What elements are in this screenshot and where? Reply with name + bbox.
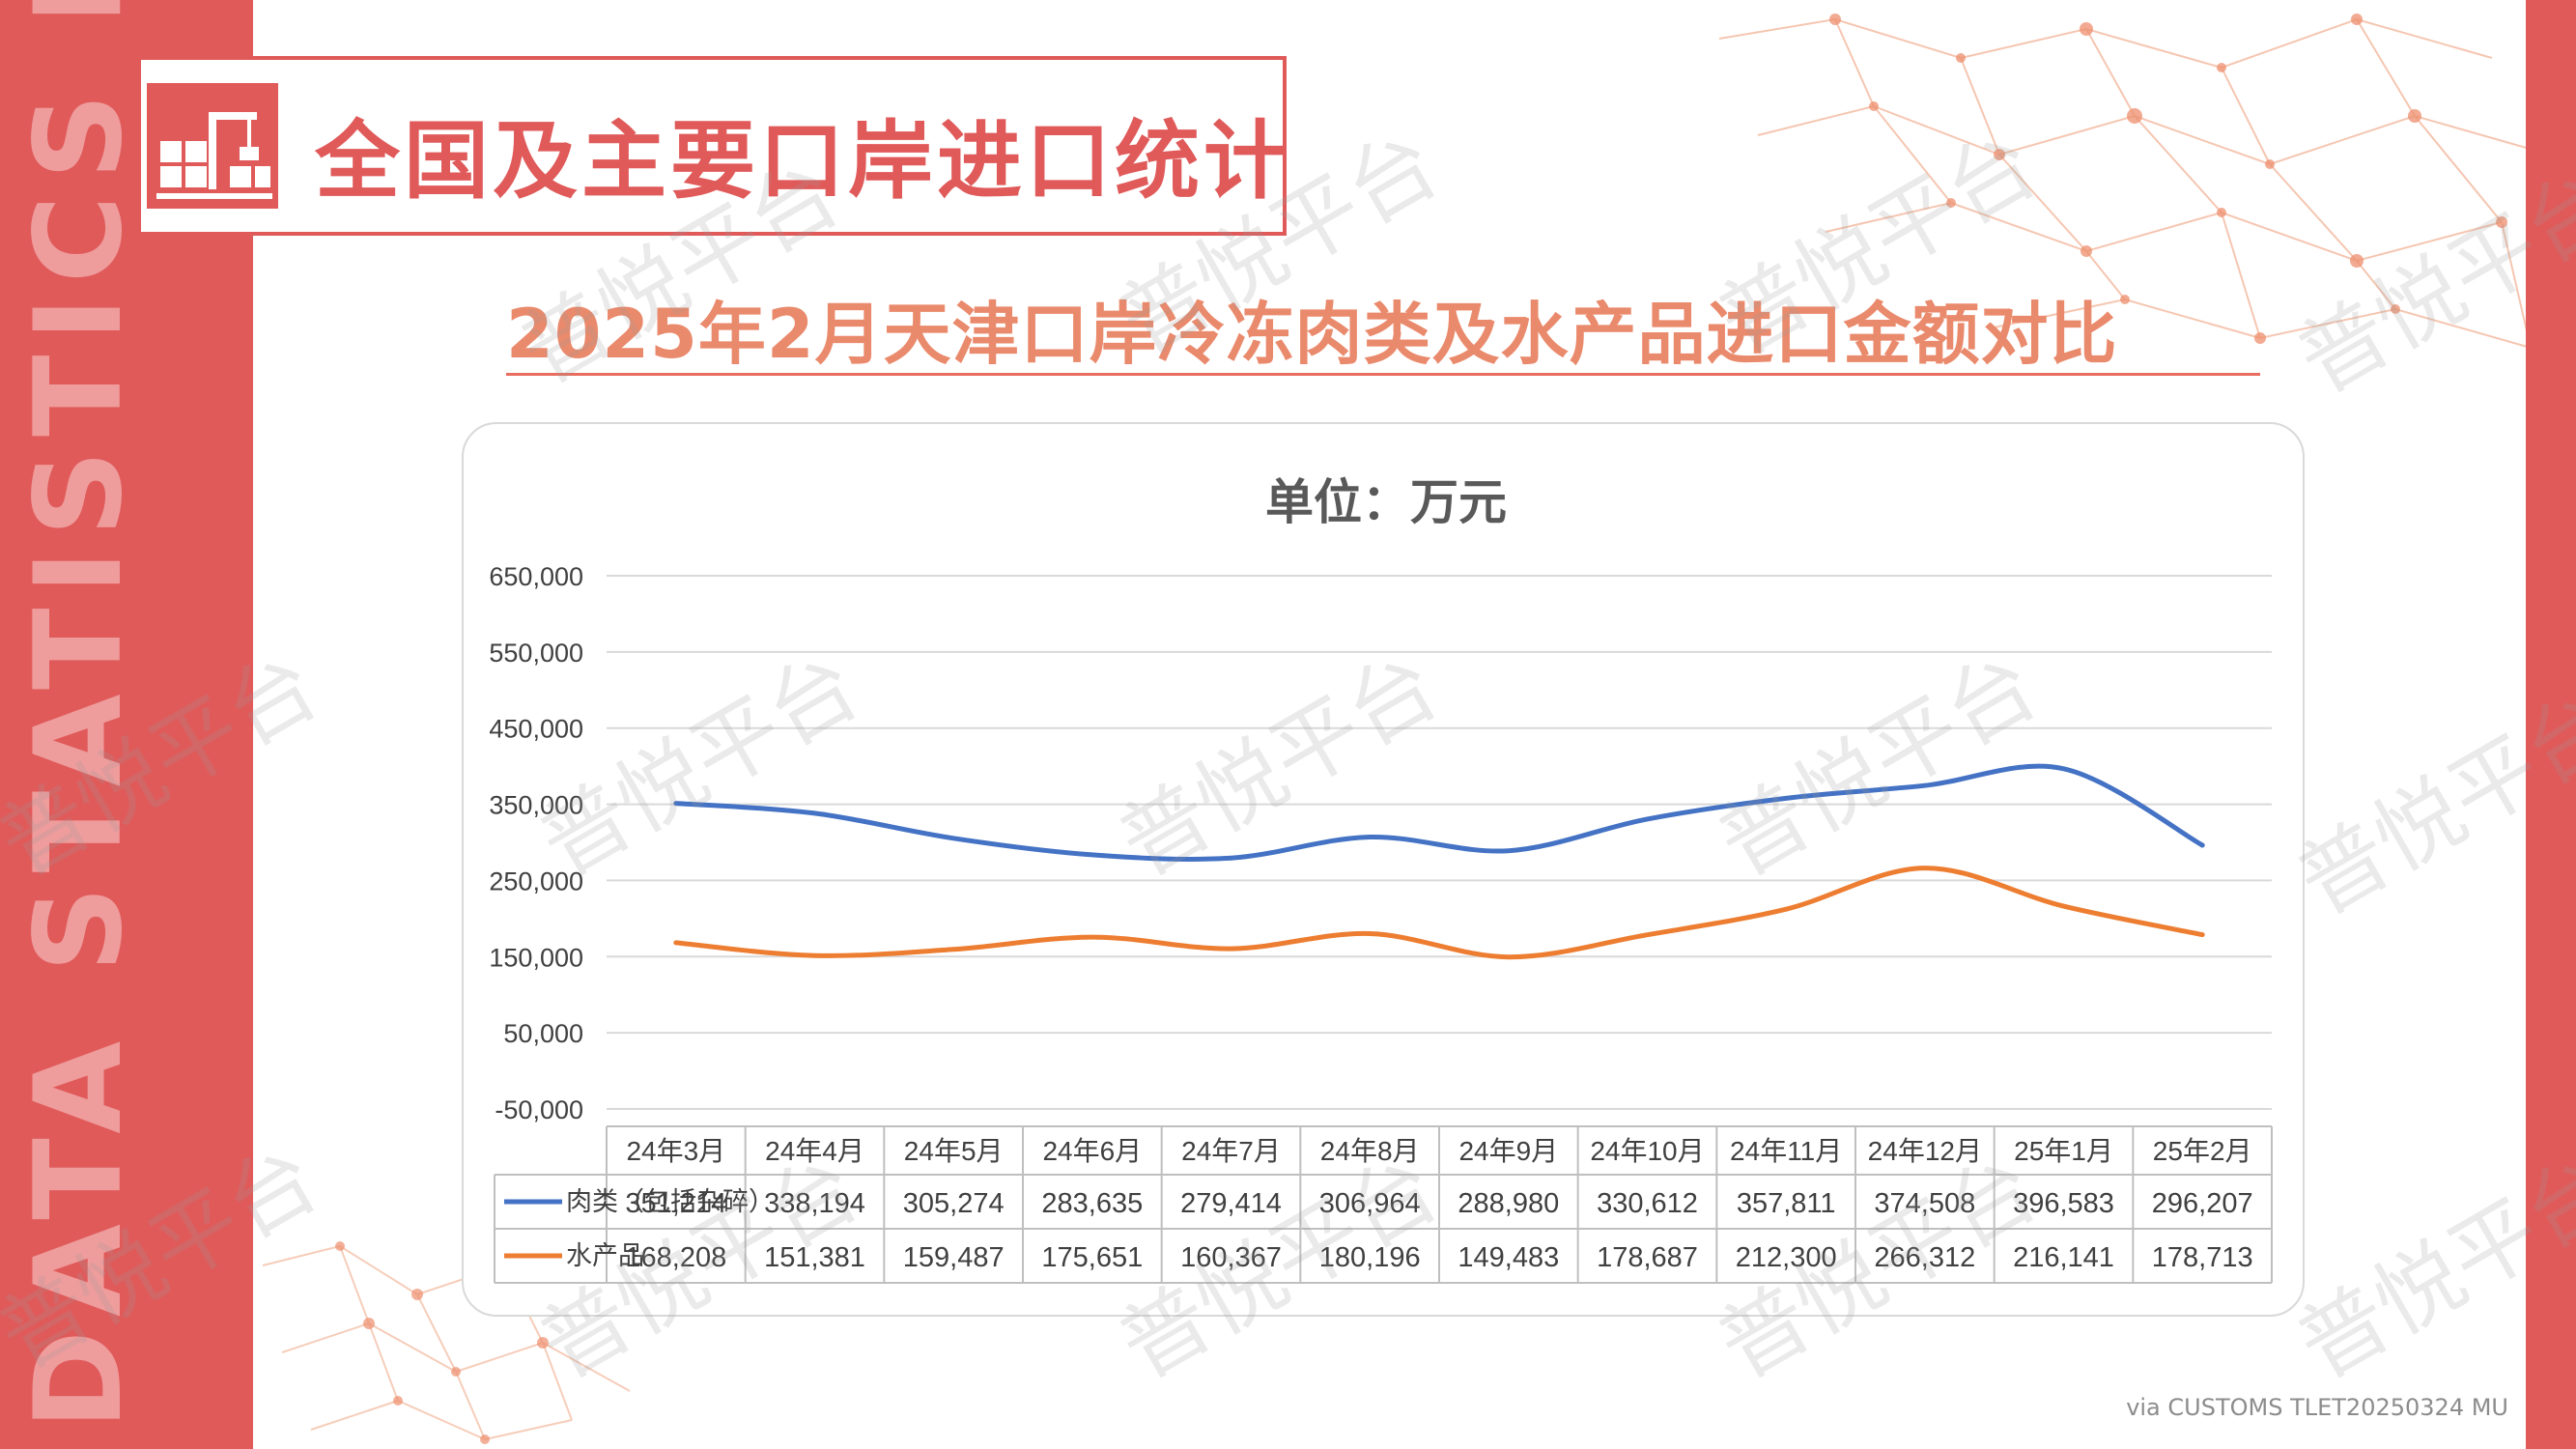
y-tick-label: 650,000: [489, 562, 583, 591]
data-label: 374,508: [1874, 1188, 1975, 1219]
data-label: 357,811: [1737, 1188, 1836, 1219]
data-label: 305,274: [903, 1188, 1005, 1219]
series-line-1: [673, 763, 2205, 862]
data-label: 396,583: [2013, 1188, 2114, 1219]
data-label: 306,964: [1319, 1188, 1421, 1219]
source-note: via CUSTOMS TLET20250324 MU: [2126, 1394, 2508, 1421]
statistics-icon: [147, 83, 278, 209]
y-tick-label: -50,000: [495, 1095, 583, 1124]
right-accent-band: [2526, 0, 2576, 1449]
x-tick-label: 24年11月: [1730, 1136, 1842, 1166]
data-label: 175,651: [1041, 1242, 1143, 1273]
header-box: [137, 56, 1287, 236]
y-tick-label: 550,000: [489, 639, 583, 668]
data-label: 283,635: [1041, 1188, 1143, 1219]
data-label: 212,300: [1736, 1242, 1837, 1273]
y-tick-label: 250,000: [489, 867, 583, 895]
x-tick-label: 24年5月: [904, 1136, 1004, 1166]
legend-label: 肉类（包括杂碎）: [566, 1187, 775, 1216]
data-label: 151,381: [764, 1242, 865, 1273]
legend-label: 水产品: [566, 1241, 644, 1270]
data-label: 149,483: [1458, 1242, 1559, 1273]
data-label: 266,312: [1874, 1242, 1975, 1273]
data-label: 296,207: [2152, 1188, 2253, 1219]
x-tick-label: 25年2月: [2153, 1136, 2252, 1166]
page-title: 全国及主要口岸进口统计: [315, 111, 1293, 211]
x-tick-label: 25年1月: [2014, 1136, 2113, 1166]
data-label: 168,208: [625, 1242, 726, 1273]
data-label: 178,687: [1597, 1242, 1698, 1273]
data-label: 178,713: [2152, 1242, 2253, 1273]
data-label: 288,980: [1458, 1188, 1559, 1219]
data-label: 216,141: [2013, 1242, 2114, 1273]
x-tick-label: 24年6月: [1042, 1136, 1142, 1166]
x-tick-label: 24年7月: [1181, 1136, 1281, 1166]
data-label: 160,367: [1180, 1242, 1282, 1273]
data-label: 159,487: [903, 1242, 1005, 1273]
data-label: 351,214: [625, 1188, 726, 1219]
x-tick-label: 24年9月: [1458, 1136, 1558, 1166]
left-accent-band: DATA STATISTICS REPORT: [0, 0, 253, 1449]
y-tick-label: 450,000: [489, 715, 583, 744]
chart-card: [462, 422, 2305, 1317]
data-label: 330,612: [1597, 1188, 1698, 1219]
x-tick-label: 24年12月: [1868, 1136, 1982, 1166]
data-label: 180,196: [1319, 1242, 1421, 1273]
series-line-2: [673, 866, 2205, 960]
x-tick-label: 24年10月: [1590, 1136, 1704, 1166]
data-label: 338,194: [764, 1188, 865, 1219]
x-tick-label: 24年3月: [626, 1136, 725, 1166]
data-label: 279,414: [1180, 1188, 1282, 1219]
network-decoration-top-right: [1718, 14, 2551, 349]
chart-title: 单位：万元: [1265, 474, 1507, 530]
chart-subtitle: 2025年2月天津口岸冷冻肉类及水产品进口金额对比: [506, 295, 2118, 374]
subtitle-underline: [506, 373, 2260, 376]
y-tick-label: 150,000: [489, 943, 583, 972]
x-tick-label: 24年8月: [1320, 1136, 1420, 1166]
y-tick-label: 50,000: [503, 1019, 583, 1048]
y-tick-label: 350,000: [489, 791, 583, 820]
x-tick-label: 24年4月: [765, 1136, 864, 1166]
